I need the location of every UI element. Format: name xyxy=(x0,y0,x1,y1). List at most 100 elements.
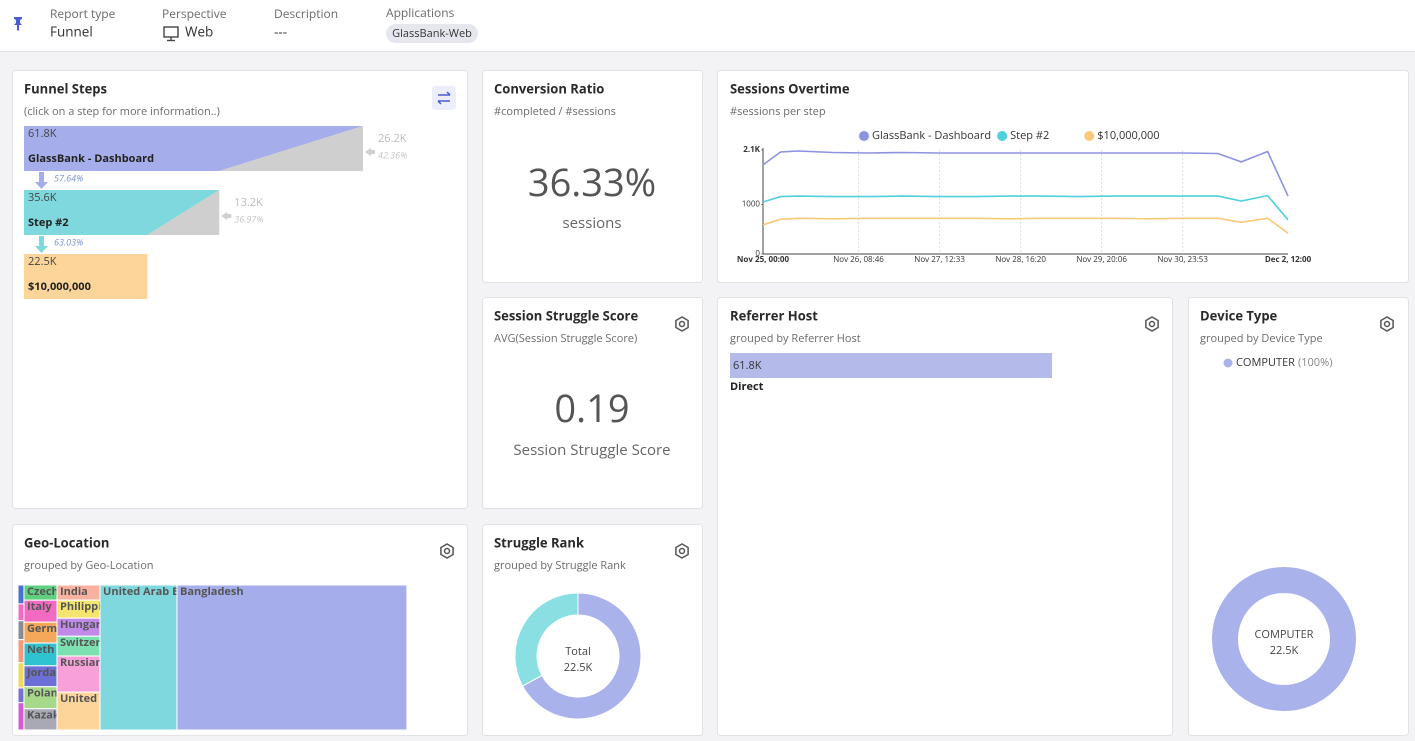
bar-label: Direct xyxy=(730,379,764,394)
donut-center-label: Total xyxy=(565,644,591,659)
gear-outline[interactable] xyxy=(440,543,454,559)
swap-button[interactable] xyxy=(432,86,456,110)
step-name: GlassBank - Dashboard xyxy=(28,151,154,166)
panel-subtitle: AVG(Session Struggle Score) xyxy=(494,331,637,346)
pin-icon[interactable] xyxy=(14,17,22,31)
settings-button[interactable] xyxy=(1380,316,1394,332)
funnel-dropoff[interactable] xyxy=(147,190,220,235)
step-value: 35.6K xyxy=(28,190,57,205)
legend-swatch[interactable] xyxy=(1084,131,1095,141)
gear-hub[interactable] xyxy=(1383,320,1391,328)
field-label: Description xyxy=(274,5,338,22)
panel-title: Device Type xyxy=(1200,306,1278,324)
legend-label[interactable]: $10,000,000 xyxy=(1097,128,1159,143)
funnel-step[interactable] xyxy=(24,254,148,299)
funnel-dropoff[interactable] xyxy=(219,126,363,171)
conversion-arrow xyxy=(35,172,48,189)
treemap-label: Italy xyxy=(27,599,52,614)
x-tick-label: Nov 28, 16:20 xyxy=(995,254,1046,265)
header-bar xyxy=(0,0,1415,51)
settings-button[interactable] xyxy=(675,316,689,332)
field-label: Report type xyxy=(50,5,116,22)
gear-hub[interactable] xyxy=(443,547,451,555)
treemap-tile[interactable] xyxy=(56,655,101,693)
settings-button[interactable] xyxy=(440,543,454,559)
legend-label[interactable]: GlassBank - Dashboard xyxy=(872,128,991,143)
panel-subtitle: grouped by Geo-Location xyxy=(24,558,154,573)
dropoff-arrow xyxy=(221,212,232,220)
treemap-tile[interactable] xyxy=(17,662,25,689)
panel-subtitle: grouped by Referrer Host xyxy=(730,331,861,346)
treemap-label: Kazak xyxy=(27,708,60,723)
gear-hub[interactable] xyxy=(678,547,686,555)
field-label: Applications xyxy=(386,4,455,21)
gear-outline[interactable] xyxy=(675,316,689,332)
conversion-arrow xyxy=(35,236,48,253)
panel xyxy=(717,70,1409,283)
y-tick-label: 0 xyxy=(755,248,760,259)
kpi-label: Session Struggle Score xyxy=(513,440,670,460)
x-tick-label: Dec 2, 12:00 xyxy=(1265,254,1312,265)
treemap-tile[interactable] xyxy=(17,620,25,641)
legend-swatch[interactable] xyxy=(997,131,1008,141)
treemap-tile[interactable] xyxy=(17,584,25,605)
treemap-tile[interactable] xyxy=(17,603,25,622)
treemap-tile[interactable] xyxy=(56,691,101,731)
gear-hub[interactable] xyxy=(1148,320,1156,328)
x-tick-label: Nov 26, 08:46 xyxy=(833,254,884,265)
app-pill[interactable] xyxy=(386,24,478,43)
field-value: Funnel xyxy=(50,23,93,41)
bar[interactable] xyxy=(730,353,1052,378)
treemap-label: Hungar xyxy=(60,617,101,632)
legend-label[interactable]: COMPUTER xyxy=(1236,355,1295,370)
panel-title: Session Struggle Score xyxy=(494,306,638,324)
treemap-label: Switzer xyxy=(60,635,100,650)
y-tick-label: 1000 xyxy=(742,199,761,210)
treemap-tile[interactable] xyxy=(99,584,178,731)
treemap-tile[interactable] xyxy=(17,639,25,664)
panel-subtitle: grouped by Device Type xyxy=(1200,331,1323,346)
treemap-tile[interactable] xyxy=(17,687,25,704)
treemap-tile[interactable] xyxy=(17,702,25,731)
treemap-label: Russian xyxy=(60,655,103,670)
legend-swatch[interactable] xyxy=(859,131,869,141)
series-line xyxy=(762,150,1289,197)
treemap-label: Jorda xyxy=(26,665,56,680)
settings-button[interactable] xyxy=(675,543,689,559)
x-tick-label: Nov 27, 12:33 xyxy=(914,254,965,265)
panel-title: Struggle Rank xyxy=(494,533,585,551)
treemap-label: Czech xyxy=(27,584,59,599)
donut-center-value: 22.5K xyxy=(564,660,593,675)
funnel-step[interactable] xyxy=(24,190,220,235)
legend-swatch[interactable] xyxy=(1223,358,1233,368)
treemap-label: United xyxy=(60,691,97,706)
donut-segment[interactable] xyxy=(1212,567,1356,711)
treemap-label: India xyxy=(60,584,88,599)
treemap-label: Polan xyxy=(27,686,58,701)
dropoff-value: 13.2K xyxy=(234,195,263,210)
dropoff-percent: 42.36% xyxy=(378,148,407,161)
panel-subtitle: (click on a step for more information..) xyxy=(24,104,220,119)
funnel-step[interactable] xyxy=(24,126,363,171)
gear-outline[interactable] xyxy=(1145,316,1159,332)
step-value: 61.8K xyxy=(28,126,57,141)
panel-title: Funnel Steps xyxy=(24,79,107,97)
gear-outline[interactable] xyxy=(1380,316,1394,332)
legend-label[interactable]: Step #2 xyxy=(1010,128,1049,143)
donut-segment[interactable] xyxy=(521,592,642,720)
panel-subtitle: #completed / #sessions xyxy=(494,104,616,119)
panel xyxy=(12,70,468,509)
kpi-label: sessions xyxy=(562,213,621,233)
treemap-tile[interactable] xyxy=(176,584,408,731)
settings-button[interactable] xyxy=(1145,316,1159,332)
gear-outline[interactable] xyxy=(675,543,689,559)
donut-segment[interactable] xyxy=(514,592,579,687)
bar-value: 61.8K xyxy=(733,358,762,373)
gear-hub[interactable] xyxy=(678,320,686,328)
panel xyxy=(482,70,703,283)
treemap-label: Bangladesh xyxy=(180,584,244,599)
app-pill-text[interactable]: GlassBank-Web xyxy=(392,26,472,41)
panel xyxy=(717,297,1173,736)
dropoff-value: 26.2K xyxy=(378,131,407,146)
